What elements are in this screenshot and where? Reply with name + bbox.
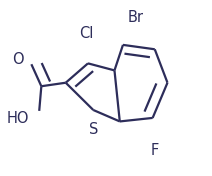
Text: S: S: [89, 122, 98, 137]
Text: HO: HO: [7, 111, 29, 126]
Text: Cl: Cl: [79, 26, 93, 41]
Text: F: F: [151, 143, 159, 158]
Text: O: O: [12, 52, 24, 67]
Text: Br: Br: [128, 10, 144, 25]
